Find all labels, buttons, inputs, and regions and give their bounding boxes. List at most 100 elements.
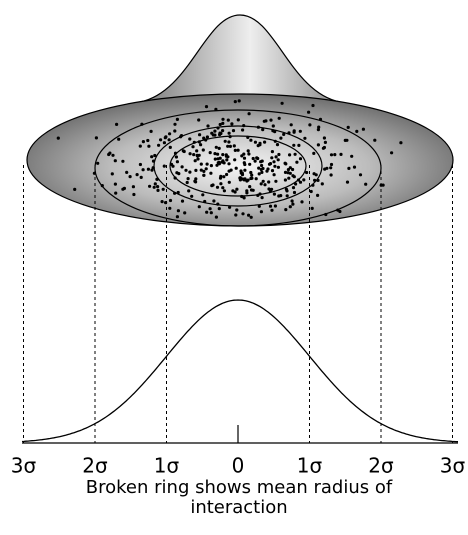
dot [350, 154, 354, 158]
dot [269, 118, 273, 122]
dot [316, 143, 320, 147]
dot [197, 205, 201, 209]
dot [219, 182, 223, 186]
dot [275, 143, 280, 147]
dot [221, 186, 225, 190]
dot [222, 175, 226, 179]
dot [233, 100, 237, 104]
dot [288, 153, 292, 157]
dot [192, 153, 196, 157]
dot [157, 143, 161, 147]
dot [333, 153, 337, 157]
dot [287, 176, 291, 180]
dot [270, 150, 274, 154]
dot [263, 183, 267, 187]
dot [181, 149, 185, 153]
dot [167, 138, 171, 142]
dot [292, 129, 296, 133]
dot [56, 136, 60, 140]
dot [199, 168, 203, 172]
dot [249, 170, 253, 175]
dot [188, 152, 192, 156]
dot [73, 187, 77, 191]
dot [300, 200, 304, 204]
dot [261, 128, 265, 132]
dot [242, 156, 247, 160]
guide-lines [23, 165, 453, 443]
dot [251, 188, 255, 192]
dot [303, 136, 307, 140]
dot [245, 191, 249, 195]
dot [194, 168, 198, 172]
dot [250, 173, 254, 177]
dot [153, 182, 157, 186]
dot [272, 192, 276, 196]
dot [110, 172, 114, 176]
dot [226, 118, 230, 122]
dot [209, 171, 213, 175]
dot [267, 180, 271, 184]
dot [285, 194, 289, 198]
dot [322, 145, 326, 150]
dot [206, 124, 210, 128]
dot [197, 118, 201, 122]
dot [291, 167, 295, 172]
dot [270, 169, 275, 173]
dot [358, 173, 363, 177]
dot [246, 149, 250, 153]
dot [175, 117, 179, 121]
dot [298, 129, 302, 133]
dot [243, 177, 247, 181]
dot [198, 133, 202, 137]
dot [288, 205, 292, 209]
dot [308, 123, 312, 127]
diagram: 3σ 2σ 1σ 0 1σ 2σ 3σ [11, 14, 466, 476]
axis-label: 2σ [368, 454, 394, 476]
dot [190, 194, 194, 198]
dot [205, 135, 209, 139]
dot [240, 154, 244, 158]
dot [135, 173, 139, 177]
dot [345, 180, 350, 184]
dot [276, 158, 280, 162]
dot [329, 173, 333, 177]
dot [346, 125, 350, 129]
dot [288, 166, 292, 170]
dot [222, 161, 226, 165]
ring-1sigma [153, 125, 323, 207]
dot [217, 146, 221, 150]
dot [205, 210, 209, 214]
dot [175, 215, 179, 219]
dot [311, 103, 315, 108]
dot [147, 144, 151, 148]
dot [290, 199, 294, 203]
dot [361, 127, 365, 131]
dot [347, 166, 351, 170]
dot [138, 144, 142, 148]
dot [188, 137, 192, 141]
dot [329, 162, 334, 167]
dot [225, 158, 229, 162]
dot [152, 185, 156, 189]
dot [298, 157, 303, 161]
dot [202, 169, 206, 173]
dot [180, 199, 185, 203]
dot [265, 169, 269, 173]
dot [211, 183, 215, 187]
dot [132, 192, 136, 197]
dot [214, 215, 218, 219]
dot [284, 208, 288, 212]
dot [201, 193, 205, 197]
dot [323, 167, 327, 171]
dot [399, 141, 403, 145]
dot [260, 159, 264, 163]
dot [222, 189, 226, 193]
dot [113, 159, 117, 163]
dot [257, 166, 261, 170]
dot [141, 168, 145, 172]
dot [131, 185, 135, 189]
surface-peak [139, 14, 341, 103]
dot [215, 185, 220, 189]
axis-labels: 3σ 2σ 1σ 0 1σ 2σ 3σ [11, 454, 466, 476]
dot [235, 187, 239, 191]
